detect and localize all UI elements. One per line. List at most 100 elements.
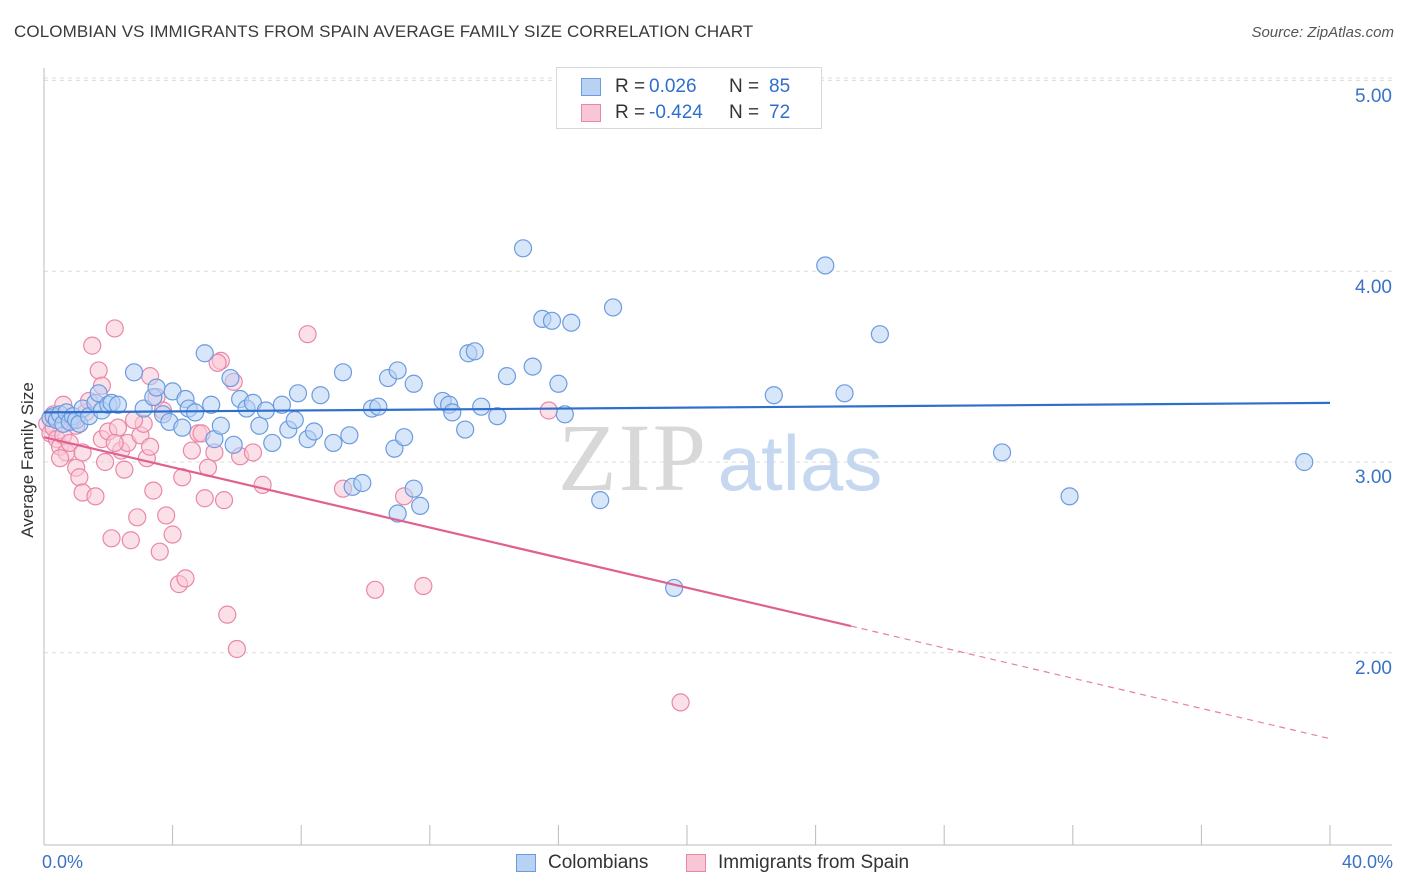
point-colombians	[665, 578, 684, 598]
point-colombians	[340, 426, 359, 445]
point-colombians	[1295, 452, 1314, 472]
point-immigrants-from-spain	[108, 418, 128, 437]
point-colombians	[591, 491, 610, 510]
y-axis-label: Average Family Size	[18, 382, 37, 538]
trend-line-immigrants-from-spain-extrapolated	[850, 625, 1331, 740]
point-colombians	[388, 504, 407, 523]
point-colombians	[411, 496, 430, 515]
legend-item-immigrants-from-spain[interactable]: Immigrants from Spain	[686, 852, 909, 874]
point-colombians	[497, 367, 517, 386]
point-colombians	[288, 384, 308, 403]
point-immigrants-from-spain	[121, 531, 140, 550]
point-colombians	[603, 298, 623, 317]
point-immigrants-from-spain	[227, 639, 246, 659]
chart-title: COLOMBIAN VS IMMIGRANTS FROM SPAIN AVERA…	[14, 22, 754, 41]
point-colombians	[285, 410, 304, 430]
point-immigrants-from-spain	[150, 542, 169, 561]
point-immigrants-from-spain	[163, 525, 182, 544]
point-colombians	[250, 416, 269, 435]
point-immigrants-from-spain	[414, 576, 433, 596]
series-legend: Colombians Immigrants from Spain	[0, 852, 1406, 878]
watermark-zip: ZIP	[558, 404, 708, 511]
point-immigrants-from-spain	[182, 441, 201, 460]
axes	[43, 68, 1392, 846]
point-immigrants-from-spain	[298, 325, 317, 344]
point-immigrants-from-spain	[176, 569, 195, 588]
x-tick-max: 40.0%	[1341, 852, 1393, 872]
point-immigrants-from-spain	[539, 401, 558, 420]
point-immigrants-from-spain	[366, 580, 385, 599]
point-colombians	[456, 420, 475, 439]
trend-lines	[43, 401, 1331, 740]
point-colombians	[324, 433, 343, 453]
point-colombians	[404, 479, 423, 498]
y-tick-label: 2.00	[1355, 658, 1392, 679]
point-colombians	[764, 386, 783, 405]
point-colombians	[195, 344, 214, 363]
point-immigrants-from-spain	[115, 460, 134, 479]
point-colombians	[549, 374, 568, 393]
points-colombians	[41, 239, 1314, 598]
point-colombians	[108, 395, 128, 414]
point-colombians	[124, 363, 144, 382]
point-colombians	[369, 397, 388, 416]
legend-n-label: N =	[729, 102, 760, 123]
point-immigrants-from-spain	[128, 508, 147, 527]
source-label: Source: ZipAtlas.com	[1251, 24, 1394, 41]
point-immigrants-from-spain	[157, 506, 176, 525]
trend-line-immigrants-from-spain	[43, 436, 852, 628]
point-immigrants-from-spain	[89, 361, 108, 380]
point-colombians	[304, 422, 324, 441]
point-colombians	[1060, 487, 1079, 506]
point-colombians	[513, 239, 533, 258]
legend-r-label: R =	[615, 76, 646, 97]
point-immigrants-from-spain	[105, 433, 124, 453]
point-colombians	[353, 473, 372, 493]
point-colombians	[472, 397, 491, 416]
point-colombians	[816, 256, 835, 275]
point-colombians	[394, 428, 414, 447]
legend-r-value: 0.026	[649, 76, 697, 97]
legend-swatch-immigrants-from-spain	[686, 854, 706, 872]
point-immigrants-from-spain	[102, 529, 121, 548]
point-colombians	[443, 403, 462, 422]
point-colombians	[263, 433, 282, 453]
watermark: ZIP atlas	[558, 404, 882, 511]
point-immigrants-from-spain	[70, 468, 89, 487]
point-colombians	[523, 357, 542, 376]
legend-row-immigrants-from-spain: R = -0.424 N = 72	[581, 101, 790, 125]
y-tick-label: 5.00	[1355, 86, 1392, 107]
point-immigrants-from-spain	[86, 487, 105, 506]
point-immigrants-from-spain	[144, 481, 163, 500]
point-colombians	[311, 386, 330, 405]
point-colombians	[272, 395, 292, 414]
point-immigrants-from-spain	[83, 336, 102, 355]
point-immigrants-from-spain	[671, 693, 690, 712]
legend-n-value: 72	[769, 102, 791, 123]
point-immigrants-from-spain	[140, 437, 160, 456]
legend-row-colombians: R = 0.026 N = 85	[581, 75, 790, 99]
legend-n-value: 85	[769, 76, 791, 97]
legend-label-colombians: Colombians	[548, 852, 649, 873]
grid-lines	[44, 77, 1392, 654]
point-colombians	[211, 416, 230, 435]
point-immigrants-from-spain	[218, 605, 237, 624]
point-immigrants-from-spain	[50, 449, 70, 468]
trend-line-colombians	[43, 401, 1331, 414]
point-colombians	[202, 395, 221, 414]
legend-swatch-immigrants-from-spain	[581, 104, 601, 122]
point-colombians	[992, 443, 1012, 462]
legend-item-colombians[interactable]: Colombians	[516, 852, 648, 874]
point-colombians	[404, 374, 423, 393]
watermark-atlas: atlas	[718, 419, 883, 507]
legend-r-label: R =	[615, 102, 646, 123]
y-tick-label: 3.00	[1355, 467, 1392, 488]
legend-r-value: -0.424	[649, 102, 703, 123]
point-immigrants-from-spain	[243, 443, 263, 462]
point-immigrants-from-spain	[95, 452, 115, 472]
point-colombians	[221, 368, 240, 388]
point-colombians	[870, 325, 890, 344]
point-colombians	[147, 378, 166, 397]
point-immigrants-from-spain	[214, 491, 234, 510]
